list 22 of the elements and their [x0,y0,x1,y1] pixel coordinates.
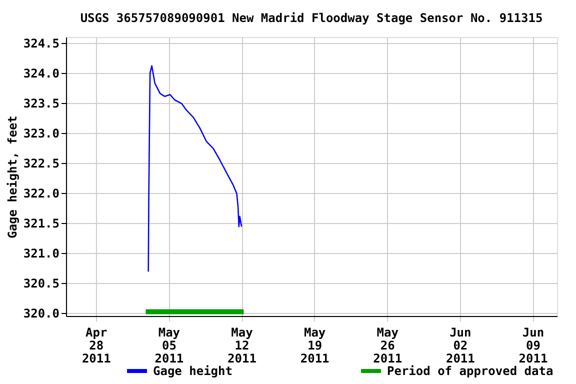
legend-label: Gage height [153,364,232,378]
legend-label: Period of approved data [387,364,554,378]
line-series [148,65,242,272]
chart-title: USGS 365757089090901 New Madrid Floodway Stage Sensor No. 911315 [80,11,543,25]
x-tick-label: Jun 02 2011 [446,326,475,366]
y-tick-label: 321.0 [23,246,60,260]
x-tick-label: May 12 2011 [228,326,256,366]
y-tick-label: 320.5 [23,276,60,290]
x-tick-label: Jun 09 2011 [518,326,548,366]
y-tick-label: 322.0 [23,186,60,200]
y-tick-label: 324.0 [23,66,60,80]
y-axis-title: Gage height, feet [5,116,20,238]
x-tick-label: May 05 2011 [154,326,184,366]
x-tick-label: May 19 2011 [300,326,330,366]
x-tick-label: May 26 2011 [373,326,402,366]
y-tick-label: 320.0 [23,306,60,320]
y-tick-label: 323.0 [23,126,60,140]
y-tick-label: 322.5 [23,156,60,170]
x-tick-label: Apr 28 2011 [82,326,111,366]
y-tick-label: 323.5 [23,96,60,110]
y-tick-label: 321.5 [23,216,60,230]
y-tick-label: 324.5 [23,36,60,50]
